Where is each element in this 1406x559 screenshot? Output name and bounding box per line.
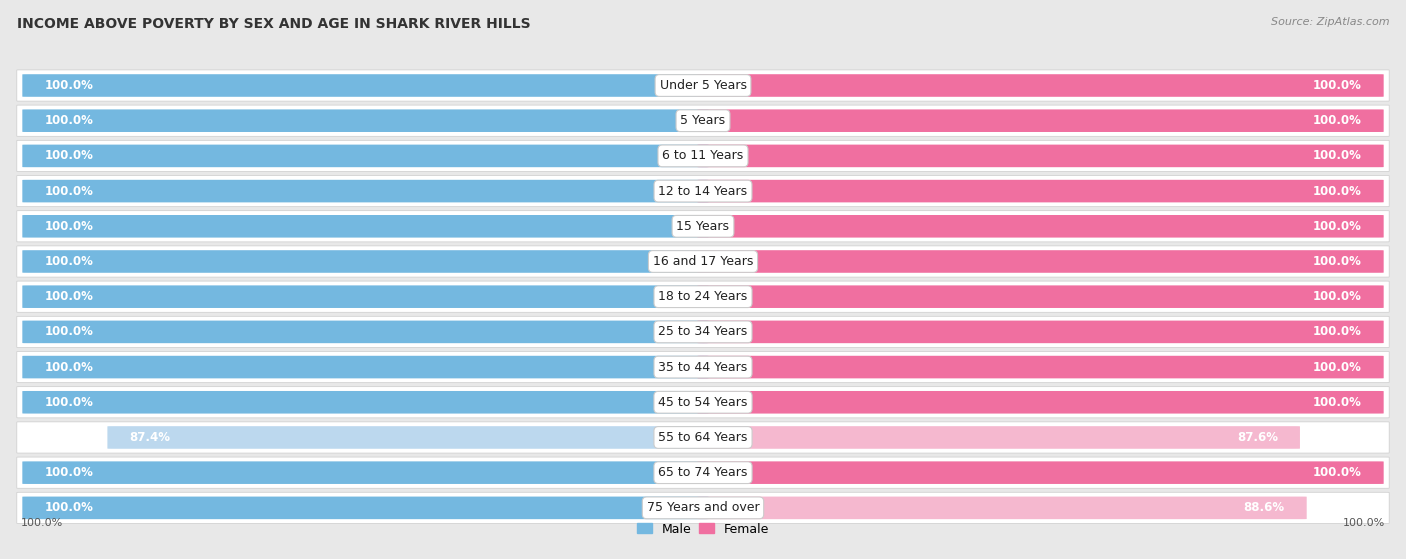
Text: INCOME ABOVE POVERTY BY SEX AND AGE IN SHARK RIVER HILLS: INCOME ABOVE POVERTY BY SEX AND AGE IN S… xyxy=(17,17,530,31)
Text: 100.0%: 100.0% xyxy=(1313,361,1361,373)
FancyBboxPatch shape xyxy=(697,391,1384,414)
FancyBboxPatch shape xyxy=(22,321,709,343)
FancyBboxPatch shape xyxy=(17,387,1389,418)
FancyBboxPatch shape xyxy=(17,316,1389,348)
Text: 100.0%: 100.0% xyxy=(1313,396,1361,409)
Text: Under 5 Years: Under 5 Years xyxy=(659,79,747,92)
Text: 100.0%: 100.0% xyxy=(45,255,93,268)
Text: 100.0%: 100.0% xyxy=(45,149,93,163)
FancyBboxPatch shape xyxy=(17,422,1389,453)
Text: 100.0%: 100.0% xyxy=(1343,518,1385,528)
FancyBboxPatch shape xyxy=(22,391,709,414)
FancyBboxPatch shape xyxy=(107,426,709,449)
Text: 88.6%: 88.6% xyxy=(1243,501,1285,514)
FancyBboxPatch shape xyxy=(697,250,1384,273)
Text: 100.0%: 100.0% xyxy=(1313,220,1361,233)
FancyBboxPatch shape xyxy=(22,74,709,97)
FancyBboxPatch shape xyxy=(17,246,1389,277)
FancyBboxPatch shape xyxy=(697,461,1384,484)
FancyBboxPatch shape xyxy=(22,461,709,484)
FancyBboxPatch shape xyxy=(697,145,1384,167)
Text: 87.6%: 87.6% xyxy=(1237,431,1278,444)
FancyBboxPatch shape xyxy=(17,457,1389,488)
FancyBboxPatch shape xyxy=(22,110,709,132)
FancyBboxPatch shape xyxy=(697,286,1384,308)
Text: 6 to 11 Years: 6 to 11 Years xyxy=(662,149,744,163)
Text: 15 Years: 15 Years xyxy=(676,220,730,233)
Text: 100.0%: 100.0% xyxy=(45,466,93,479)
Text: 100.0%: 100.0% xyxy=(1313,79,1361,92)
FancyBboxPatch shape xyxy=(17,105,1389,136)
Text: 45 to 54 Years: 45 to 54 Years xyxy=(658,396,748,409)
Text: 100.0%: 100.0% xyxy=(1313,114,1361,127)
FancyBboxPatch shape xyxy=(22,356,709,378)
FancyBboxPatch shape xyxy=(697,356,1384,378)
FancyBboxPatch shape xyxy=(22,286,709,308)
FancyBboxPatch shape xyxy=(22,215,709,238)
FancyBboxPatch shape xyxy=(17,140,1389,172)
FancyBboxPatch shape xyxy=(697,110,1384,132)
Text: 100.0%: 100.0% xyxy=(45,325,93,338)
Text: 100.0%: 100.0% xyxy=(1313,149,1361,163)
Text: 35 to 44 Years: 35 to 44 Years xyxy=(658,361,748,373)
Text: 100.0%: 100.0% xyxy=(45,184,93,197)
Text: 100.0%: 100.0% xyxy=(45,79,93,92)
Text: Source: ZipAtlas.com: Source: ZipAtlas.com xyxy=(1271,17,1389,27)
Text: 100.0%: 100.0% xyxy=(21,518,63,528)
FancyBboxPatch shape xyxy=(17,281,1389,312)
FancyBboxPatch shape xyxy=(697,215,1384,238)
FancyBboxPatch shape xyxy=(22,180,709,202)
Text: 100.0%: 100.0% xyxy=(45,220,93,233)
Text: 100.0%: 100.0% xyxy=(1313,290,1361,303)
FancyBboxPatch shape xyxy=(17,352,1389,383)
FancyBboxPatch shape xyxy=(697,74,1384,97)
Text: 100.0%: 100.0% xyxy=(1313,184,1361,197)
FancyBboxPatch shape xyxy=(22,250,709,273)
Text: 100.0%: 100.0% xyxy=(1313,325,1361,338)
FancyBboxPatch shape xyxy=(17,70,1389,101)
Legend: Male, Female: Male, Female xyxy=(631,518,775,541)
FancyBboxPatch shape xyxy=(697,180,1384,202)
Text: 18 to 24 Years: 18 to 24 Years xyxy=(658,290,748,303)
Text: 55 to 64 Years: 55 to 64 Years xyxy=(658,431,748,444)
Text: 100.0%: 100.0% xyxy=(1313,255,1361,268)
Text: 100.0%: 100.0% xyxy=(45,290,93,303)
Text: 16 and 17 Years: 16 and 17 Years xyxy=(652,255,754,268)
FancyBboxPatch shape xyxy=(22,496,709,519)
Text: 12 to 14 Years: 12 to 14 Years xyxy=(658,184,748,197)
Text: 65 to 74 Years: 65 to 74 Years xyxy=(658,466,748,479)
Text: 100.0%: 100.0% xyxy=(45,501,93,514)
Text: 100.0%: 100.0% xyxy=(45,114,93,127)
Text: 100.0%: 100.0% xyxy=(45,361,93,373)
FancyBboxPatch shape xyxy=(17,211,1389,242)
FancyBboxPatch shape xyxy=(17,492,1389,523)
FancyBboxPatch shape xyxy=(697,426,1301,449)
FancyBboxPatch shape xyxy=(22,145,709,167)
Text: 87.4%: 87.4% xyxy=(129,431,170,444)
Text: 25 to 34 Years: 25 to 34 Years xyxy=(658,325,748,338)
Text: 100.0%: 100.0% xyxy=(45,396,93,409)
Text: 5 Years: 5 Years xyxy=(681,114,725,127)
FancyBboxPatch shape xyxy=(697,496,1306,519)
Text: 75 Years and over: 75 Years and over xyxy=(647,501,759,514)
FancyBboxPatch shape xyxy=(697,321,1384,343)
FancyBboxPatch shape xyxy=(17,176,1389,207)
Text: 100.0%: 100.0% xyxy=(1313,466,1361,479)
